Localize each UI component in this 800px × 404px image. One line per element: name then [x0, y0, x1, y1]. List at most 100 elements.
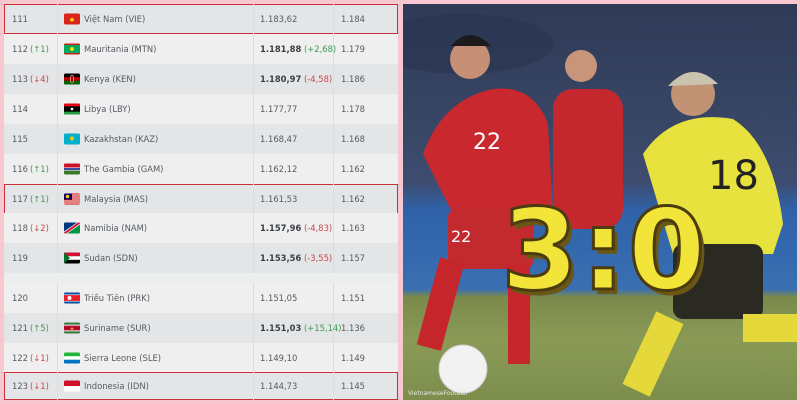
previous-points: 1.151 [341, 293, 365, 303]
points-delta: (+2,68) [304, 44, 337, 54]
kazakhstan-flag-icon [64, 133, 80, 145]
rank: 117 [12, 194, 28, 204]
team-name[interactable]: Kenya (KEN) [84, 74, 136, 84]
current-points: 1.144,73 [260, 381, 298, 391]
north-korea-flag-icon [64, 292, 80, 304]
ranking-row[interactable]: 111 ★ Việt Nam (VIE) 1.183,62 1.184 [4, 4, 398, 34]
points-delta: (+15,14) [304, 323, 342, 333]
ranking-row[interactable]: 123 (↓1) Indonesia (IDN) 1.144,73 1.145 [4, 372, 398, 400]
points: 1.183,62 [260, 14, 297, 24]
libya-flag-icon [64, 103, 80, 115]
team-name[interactable]: Việt Nam (VIE) [84, 14, 146, 24]
ranking-row[interactable]: 119 Sudan (SDN) 1.153,56 (-3,55) 1.157 [4, 243, 398, 273]
previous-points: 1.162 [341, 194, 365, 204]
rank: 119 [12, 253, 28, 263]
team-name[interactable]: Sierra Leone (SLE) [84, 353, 162, 363]
rank: 111 [12, 14, 28, 24]
rank: 122 [12, 353, 28, 363]
rank: 115 [12, 134, 28, 144]
points: 1.151,03 (+15,14) [260, 323, 342, 333]
points: 1.180,97 (-4,58) [260, 74, 332, 84]
ranking-row[interactable]: 117 (↑1) Malaysia (MAS) 1.161,53 1.162 [4, 184, 398, 214]
points-delta: (-4,58) [304, 74, 333, 84]
rank: 113 [12, 74, 28, 84]
rank: 112 [12, 44, 28, 54]
ranking-row[interactable]: 118 (↓2) Namibia (NAM) 1.157,96 (-4,83) … [4, 213, 398, 243]
team-name[interactable]: Kazakhstan (KAZ) [84, 134, 159, 144]
team-name[interactable]: Mauritania (MTN) [84, 44, 157, 54]
rank-change: (↑1) [30, 194, 49, 204]
team-name[interactable]: Indonesia (IDN) [84, 381, 149, 391]
team-name[interactable]: Suriname (SUR) [84, 323, 151, 333]
svg-text:22: 22 [451, 227, 471, 246]
team-name[interactable]: Triều Tiên (PRK) [84, 293, 150, 303]
current-points: 1.183,62 [260, 14, 298, 24]
match-photo: 22 22 18 3:0 VietnameseFootball [403, 4, 797, 400]
rank: 120 [12, 293, 28, 303]
spacer-row [4, 273, 398, 283]
rank-change: (↓1) [30, 381, 49, 391]
points: 1.153,56 (-3,55) [260, 253, 332, 263]
gambia-flag-icon [64, 163, 80, 175]
ranking-row[interactable]: 116 (↑1) The Gambia (GAM) 1.162,12 1.162 [4, 154, 398, 184]
team-name[interactable]: Sudan (SDN) [84, 253, 138, 263]
kenya-flag-icon [64, 73, 80, 85]
rank: 121 [12, 323, 28, 333]
rank-change: (↑1) [30, 164, 49, 174]
sudan-flag-icon [64, 252, 80, 264]
points-delta: (-3,55) [304, 253, 333, 263]
rank-change: (↓1) [30, 353, 49, 363]
rank-change: (↓2) [30, 223, 49, 233]
points: 1.157,96 (-4,83) [260, 223, 332, 233]
svg-text:★: ★ [70, 326, 74, 332]
vietnam-flag-icon: ★ [64, 13, 80, 25]
previous-points: 1.168 [341, 134, 365, 144]
current-points: 1.168,47 [260, 134, 298, 144]
ranking-row[interactable]: 114 Libya (LBY) 1.177,77 1.178 [4, 94, 398, 124]
rank-change: (↓4) [30, 74, 49, 84]
mauritania-flag-icon [64, 43, 80, 55]
watermark: VietnameseFootball [408, 390, 468, 397]
live-points: 1.153,56 [260, 253, 302, 263]
points: 1.151,05 [260, 293, 297, 303]
points-delta: (-4,83) [304, 223, 333, 233]
ranking-row[interactable]: 120 Triều Tiên (PRK) 1.151,05 1.151 [4, 283, 398, 313]
current-points: 1.161,53 [260, 194, 298, 204]
rank: 123 [12, 381, 28, 391]
namibia-flag-icon [64, 222, 80, 234]
rank: 116 [12, 164, 28, 174]
svg-text:★: ★ [69, 16, 75, 24]
current-points: 1.177,77 [260, 104, 298, 114]
points: 1.181,88 (+2,68) [260, 44, 336, 54]
score-overlay: 3:0 [500, 185, 708, 318]
team-name[interactable]: The Gambia (GAM) [84, 164, 164, 174]
ranking-row[interactable]: 122 (↓1) Sierra Leone (SLE) 1.149,10 1.1… [4, 343, 398, 373]
suriname-flag-icon: ★ [64, 322, 80, 334]
rank: 114 [12, 104, 28, 114]
ranking-row[interactable]: 121 (↑5) ★ Suriname (SUR) 1.151,03 (+15,… [4, 313, 398, 343]
malaysia-flag-icon [64, 193, 80, 205]
fifa-ranking-table: 111 ★ Việt Nam (VIE) 1.183,62 1.184 112 … [4, 4, 398, 400]
ranking-row[interactable]: 115 Kazakhstan (KAZ) 1.168,47 1.168 [4, 124, 398, 154]
ranking-row[interactable]: 113 (↓4) Kenya (KEN) 1.180,97 (-4,58) 1.… [4, 64, 398, 94]
players-illustration: 22 22 18 [403, 14, 797, 397]
current-points: 1.162,12 [260, 164, 298, 174]
previous-points: 1.162 [341, 164, 365, 174]
team-name[interactable]: Namibia (NAM) [84, 223, 148, 233]
previous-points: 1.136 [341, 323, 365, 333]
points: 1.168,47 [260, 134, 297, 144]
live-points: 1.151,03 [260, 323, 302, 333]
live-points: 1.157,96 [260, 223, 302, 233]
points: 1.177,77 [260, 104, 297, 114]
live-points: 1.181,88 [260, 44, 302, 54]
previous-points: 1.186 [341, 74, 365, 84]
svg-text:18: 18 [708, 153, 759, 199]
rank-change: (↑1) [30, 44, 49, 54]
current-points: 1.149,10 [260, 353, 298, 363]
ranking-row[interactable]: 112 (↑1) Mauritania (MTN) 1.181,88 (+2,6… [4, 34, 398, 64]
sierra-leone-flag-icon [64, 352, 80, 364]
current-points: 1.151,05 [260, 293, 298, 303]
team-name[interactable]: Libya (LBY) [84, 104, 131, 114]
previous-points: 1.179 [341, 44, 365, 54]
team-name[interactable]: Malaysia (MAS) [84, 194, 149, 204]
